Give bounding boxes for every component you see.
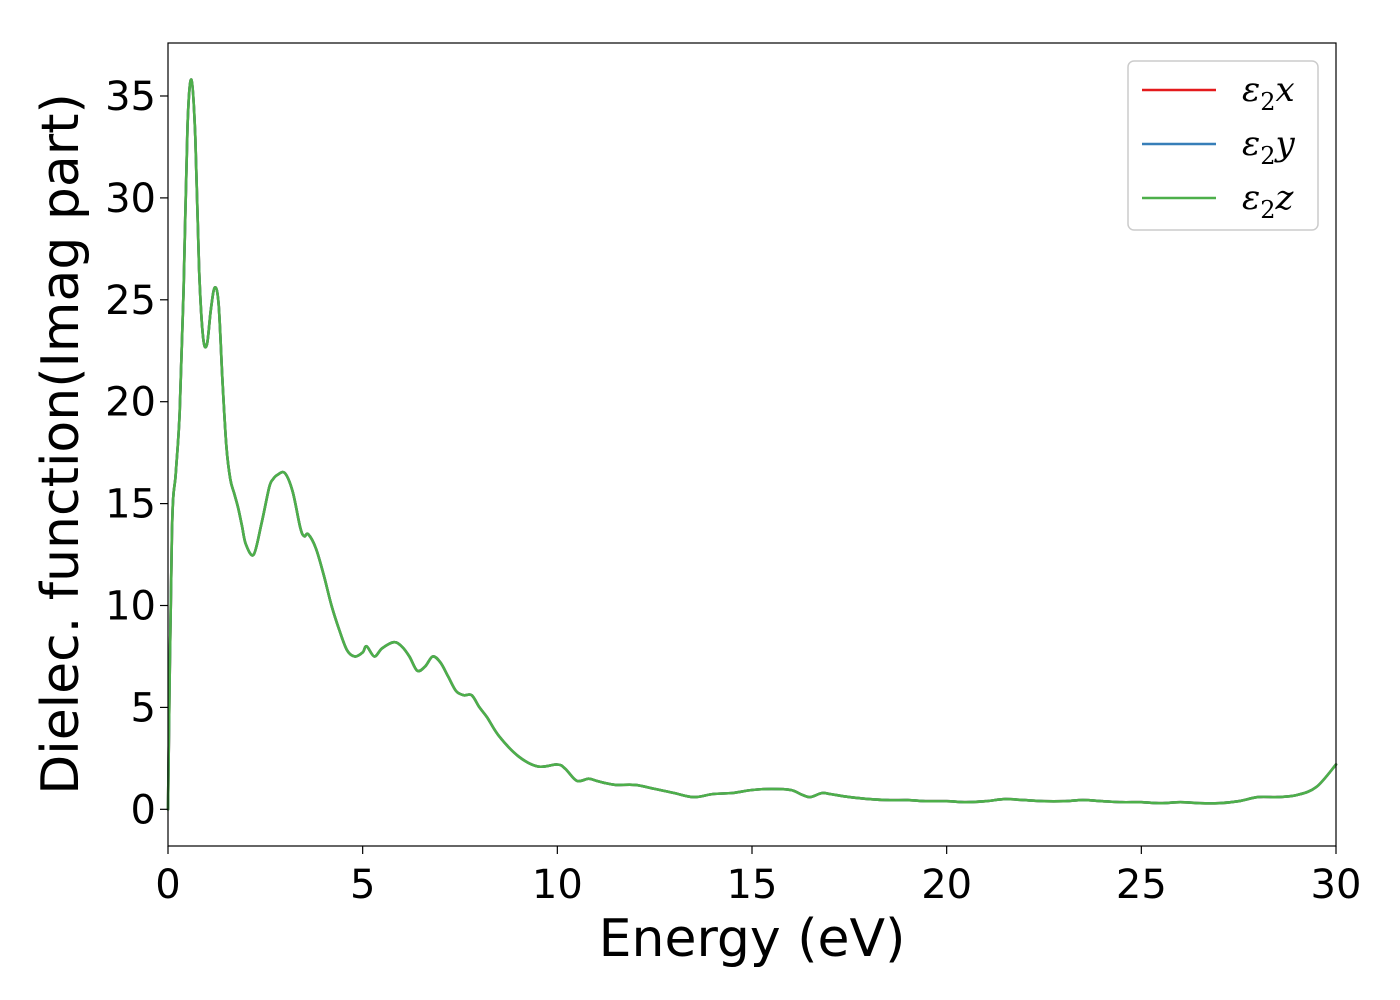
x-axis-label: Energy (eV) xyxy=(599,909,906,969)
y-tick-label: 15 xyxy=(105,482,156,528)
legend-label-1: ε2x xyxy=(1242,70,1295,116)
x-tick-label: 15 xyxy=(727,862,778,908)
x-tick-label: 30 xyxy=(1311,862,1362,908)
y-tick-label: 20 xyxy=(105,380,156,426)
legend: ε2x ε2y ε2z xyxy=(1127,60,1319,231)
y-axis-label: Dielec. function(Imag part) xyxy=(31,93,91,795)
legend-label-3: ε2z xyxy=(1242,178,1295,224)
x-tick-label: 20 xyxy=(921,862,972,908)
y-tick-label: 0 xyxy=(131,787,156,833)
series-layer xyxy=(166,78,1338,811)
y-ticks: 0 5 10 15 20 25 30 35 xyxy=(105,74,168,833)
y-tick-label: 30 xyxy=(105,176,156,222)
y-tick-label: 25 xyxy=(105,278,156,324)
x-tick-label: 5 xyxy=(350,862,375,908)
x-ticks: 0 5 10 15 20 25 30 xyxy=(155,846,1361,908)
x-tick-label: 10 xyxy=(532,862,583,908)
x-tick-label: 25 xyxy=(1116,862,1167,908)
y-tick-label: 35 xyxy=(105,74,156,120)
legend-label-2: ε2y xyxy=(1242,124,1296,170)
series-line-3 xyxy=(166,78,1338,811)
x-tick-label: 0 xyxy=(155,862,180,908)
y-tick-label: 5 xyxy=(131,685,156,731)
legend-box xyxy=(1127,60,1319,231)
y-tick-label: 10 xyxy=(105,584,156,630)
